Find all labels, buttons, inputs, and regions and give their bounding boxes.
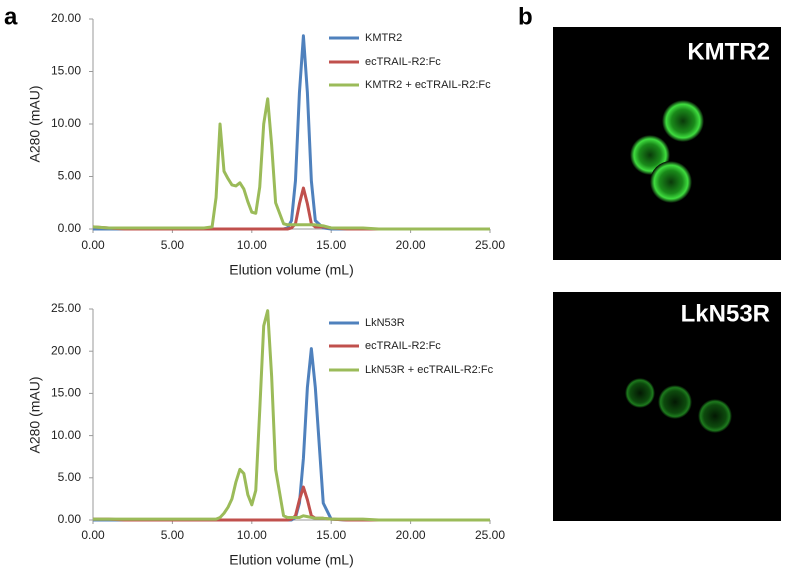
image-label: LkN53R — [681, 300, 770, 327]
x-tick-label: 5.00 — [161, 238, 185, 252]
x-tick-label: 0.00 — [81, 528, 105, 542]
x-tick-label: 10.00 — [237, 528, 267, 542]
line-series — [93, 309, 490, 522]
legend-label: LkN53R — [365, 317, 405, 329]
y-tick-label: 20.00 — [51, 11, 81, 25]
x-axis-title: Elution volume (mL) — [229, 262, 354, 278]
x-tick-label: 15.00 — [316, 238, 346, 252]
legend-label: KMTR2 — [365, 32, 402, 44]
y-tick-label: 0.00 — [58, 512, 82, 526]
legend-label: ecTRAIL-R2:Fc — [365, 56, 441, 68]
y-tick-label: 15.00 — [51, 386, 81, 400]
x-tick-label: 25.00 — [475, 238, 505, 252]
y-tick-label: 10.00 — [51, 116, 81, 130]
y-tick-label: 15.00 — [51, 64, 81, 78]
legend-label: LkN53R + ecTRAIL-R2:Fc — [365, 364, 494, 376]
micrograph: KMTR2 — [553, 27, 781, 260]
image-label: KMTR2 — [687, 38, 770, 65]
y-tick-label: 25.00 — [51, 301, 81, 315]
y-tick-label: 0.00 — [58, 221, 82, 235]
x-tick-label: 5.00 — [161, 528, 185, 542]
panel-label: a — [4, 3, 18, 30]
y-tick-label: 5.00 — [58, 169, 82, 183]
x-tick-label: 25.00 — [475, 528, 505, 542]
y-tick-label: 10.00 — [51, 428, 81, 442]
x-tick-label: 10.00 — [237, 238, 267, 252]
line-series — [93, 485, 490, 522]
x-tick-label: 0.00 — [81, 238, 105, 252]
y-axis-title: A280 (mAU) — [27, 85, 43, 162]
legend-label: ecTRAIL-R2:Fc — [365, 340, 441, 352]
line-series — [92, 97, 490, 231]
panel-label: b — [518, 3, 533, 30]
y-tick-label: 20.00 — [51, 343, 81, 357]
x-tick-label: 15.00 — [316, 528, 346, 542]
x-tick-label: 20.00 — [396, 238, 426, 252]
legend-label: KMTR2 + ecTRAIL-R2:Fc — [365, 79, 491, 91]
x-axis-title: Elution volume (mL) — [229, 552, 354, 568]
charts: 0.00 5.00 10.00 15.00 20.00 0.00 5.00 10.00 15.0… — [27, 11, 506, 568]
micrograph: LkN53R — [553, 292, 781, 521]
y-tick-label: 5.00 — [58, 470, 82, 484]
y-axis-title: A280 (mAU) — [27, 376, 43, 453]
x-tick-label: 20.00 — [396, 528, 426, 542]
